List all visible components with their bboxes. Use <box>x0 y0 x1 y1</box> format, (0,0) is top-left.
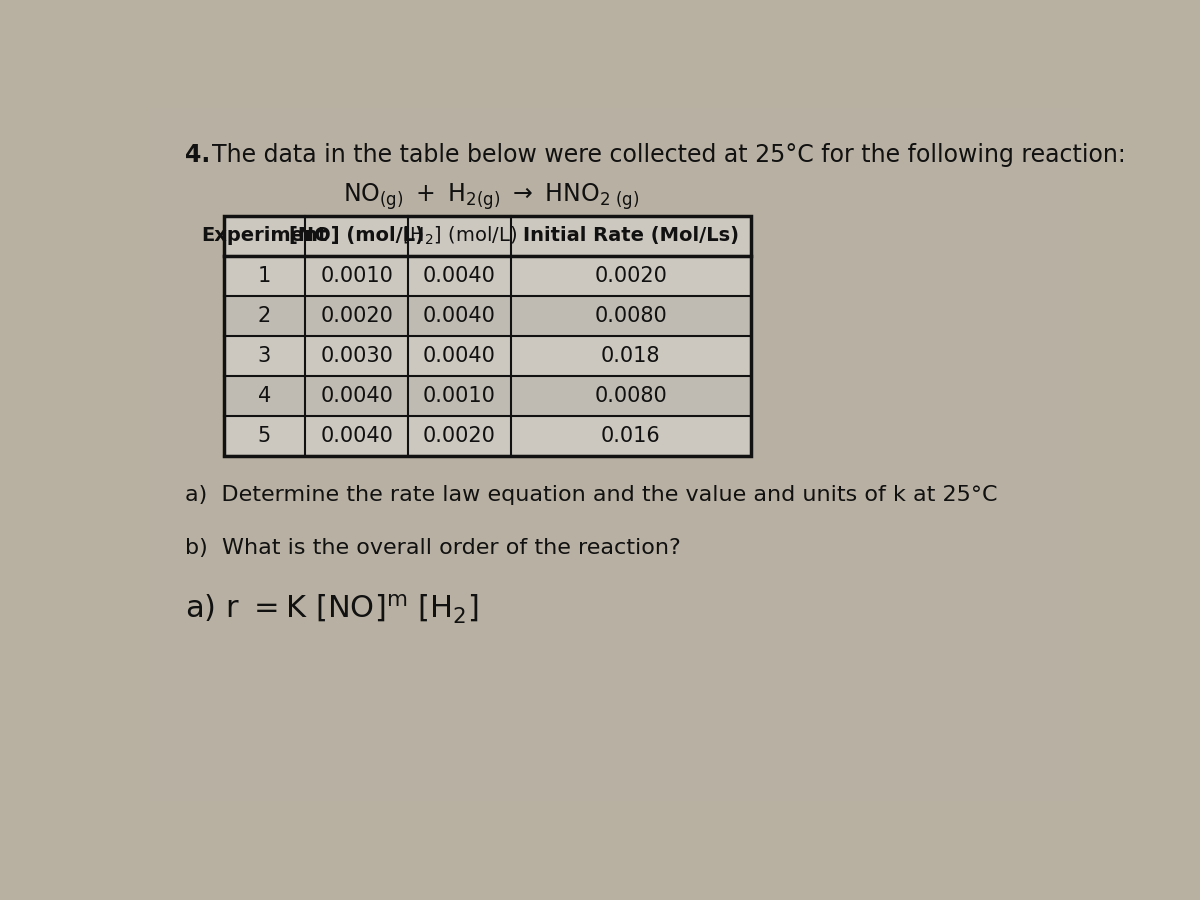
Text: 0.0080: 0.0080 <box>594 306 667 326</box>
Text: 0.0040: 0.0040 <box>320 426 394 446</box>
Text: The data in the table below were collected at 25°C for the following reaction:: The data in the table below were collect… <box>212 142 1126 166</box>
Text: 0.0010: 0.0010 <box>320 266 394 286</box>
Bar <box>223 376 751 416</box>
Text: $\mathrm{a)\ r\ {=}K\ [NO]^m\ [H_2]}$: $\mathrm{a)\ r\ {=}K\ [NO]^m\ [H_2]}$ <box>185 593 479 626</box>
Bar <box>223 416 751 456</box>
Text: $[\mathrm{H_2}]\ \mathrm{(mol/L)}$: $[\mathrm{H_2}]\ \mathrm{(mol/L)}$ <box>402 225 517 247</box>
Bar <box>223 216 751 456</box>
Text: 0.0040: 0.0040 <box>424 306 496 326</box>
Bar <box>223 256 751 296</box>
Text: 0.0040: 0.0040 <box>424 346 496 366</box>
Text: 0.0020: 0.0020 <box>594 266 667 286</box>
Text: [NO] (mol/L): [NO] (mol/L) <box>289 226 424 246</box>
Text: b)  What is the overall order of the reaction?: b) What is the overall order of the reac… <box>185 537 680 558</box>
Text: a)  Determine the rate law equation and the value and units of k at 25°C: a) Determine the rate law equation and t… <box>185 485 997 505</box>
Text: 3: 3 <box>258 346 271 366</box>
Text: 0.0030: 0.0030 <box>320 346 394 366</box>
Text: 1: 1 <box>258 266 271 286</box>
Text: 2: 2 <box>258 306 271 326</box>
Text: 0.018: 0.018 <box>601 346 660 366</box>
Bar <box>223 296 751 336</box>
Text: 0.0040: 0.0040 <box>424 266 496 286</box>
Text: 0.0010: 0.0010 <box>424 386 496 406</box>
Text: 4: 4 <box>258 386 271 406</box>
Text: 5: 5 <box>258 426 271 446</box>
Text: 0.0020: 0.0020 <box>424 426 496 446</box>
Bar <box>223 336 751 376</box>
Text: 0.0020: 0.0020 <box>320 306 394 326</box>
Text: 0.0040: 0.0040 <box>320 386 394 406</box>
Text: $\mathrm{NO_{(g)}\ +\ H_{2(g)}\ \rightarrow\ HNO_{2\ (g)}}$: $\mathrm{NO_{(g)}\ +\ H_{2(g)}\ \rightar… <box>343 181 640 211</box>
Text: 0.0080: 0.0080 <box>594 386 667 406</box>
Text: Experiment: Experiment <box>202 226 328 246</box>
Text: 4.: 4. <box>185 142 210 166</box>
Bar <box>223 216 751 256</box>
Text: Initial Rate (Mol/Ls): Initial Rate (Mol/Ls) <box>523 226 739 246</box>
Text: 0.016: 0.016 <box>601 426 661 446</box>
